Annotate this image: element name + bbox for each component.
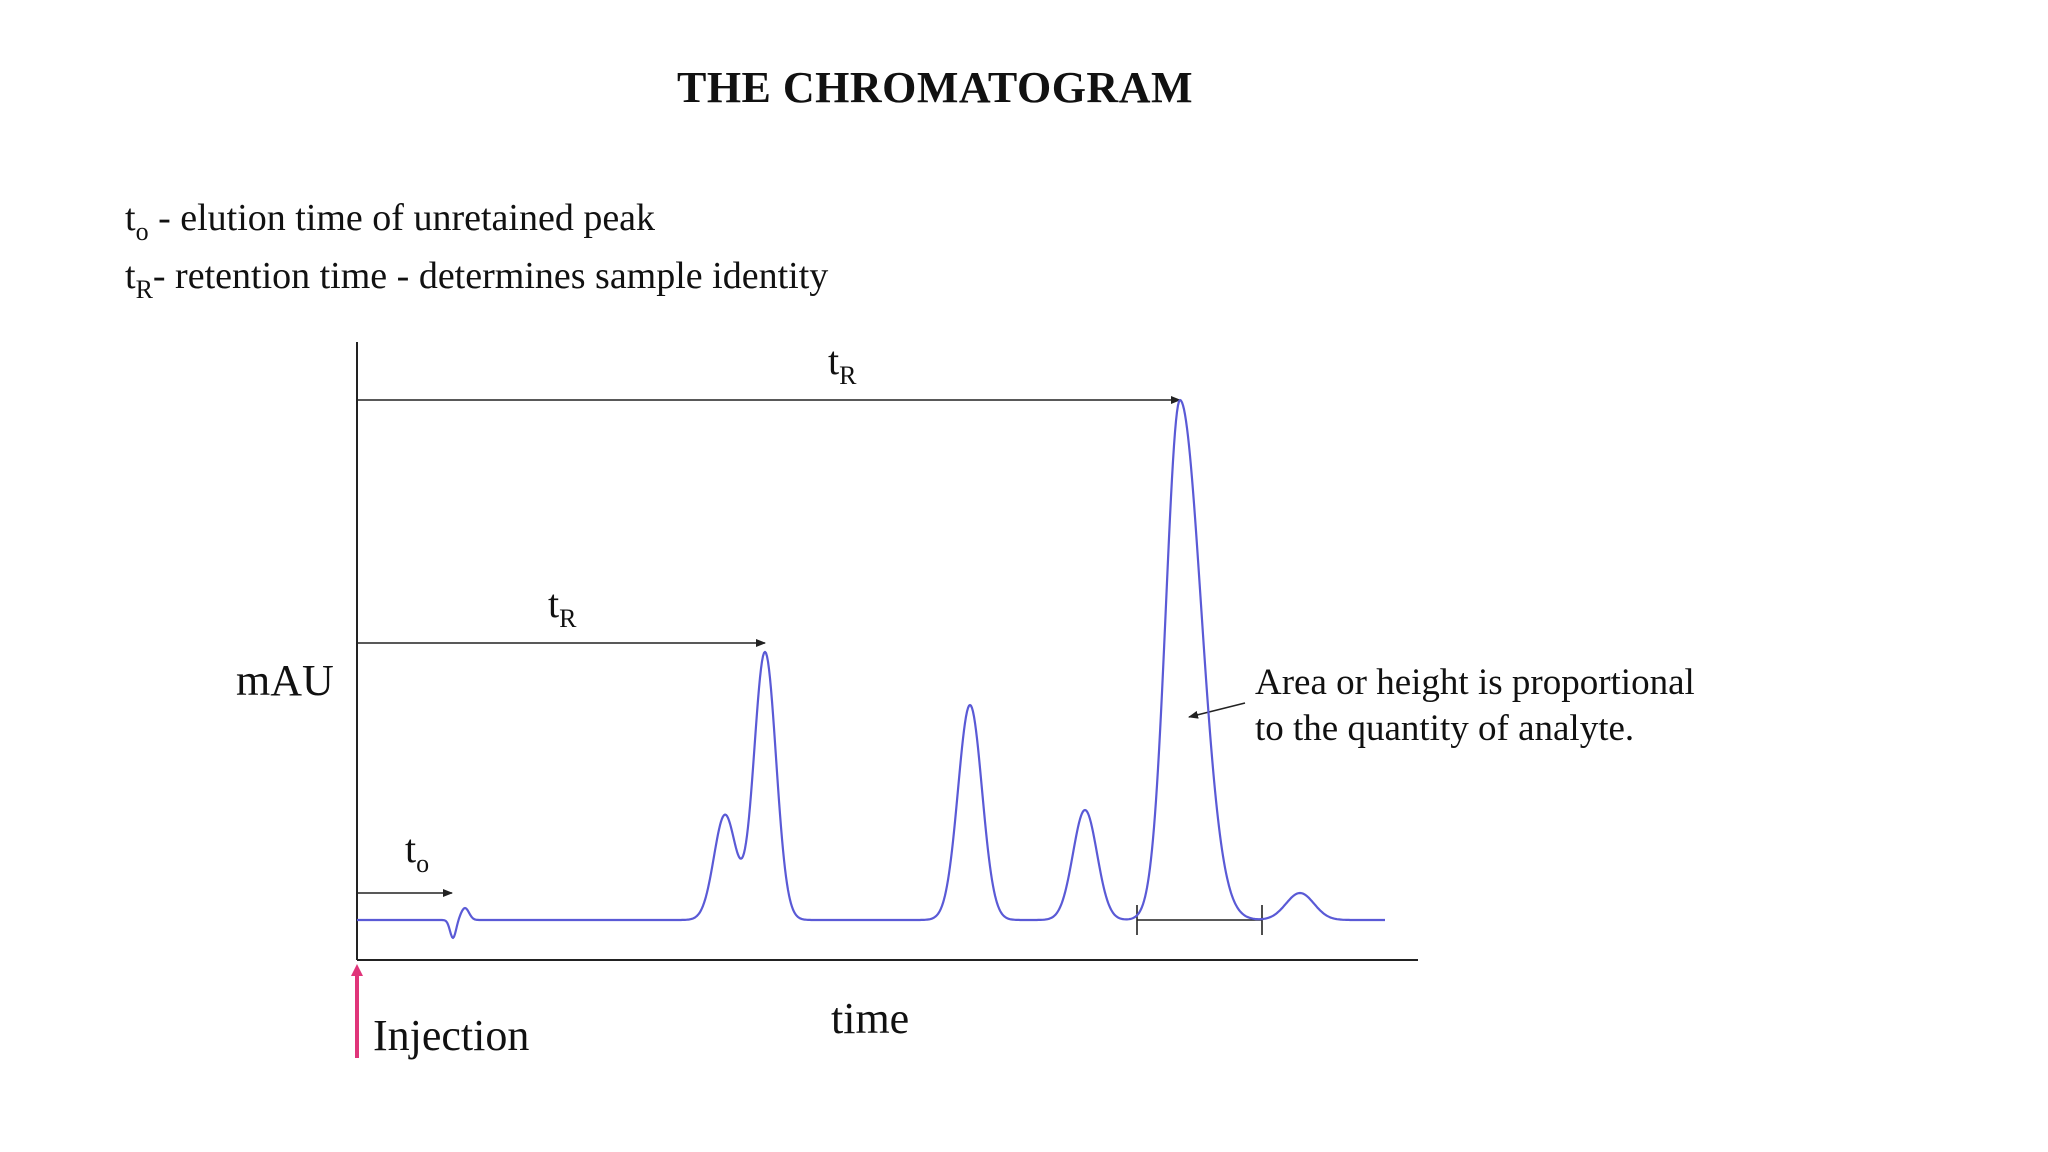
injection-label: Injection bbox=[373, 1011, 530, 1060]
t0-label: to bbox=[405, 825, 429, 879]
tR-short-label: tR bbox=[548, 580, 576, 634]
y-axis-label: mAU bbox=[236, 656, 334, 705]
chromatogram-trace bbox=[356, 398, 1386, 939]
definition-tR-text: - retention time - determines sample ide… bbox=[152, 255, 829, 297]
x-axis-label: time bbox=[831, 994, 910, 1043]
definition-tR: tR- retention time - determines sample i… bbox=[125, 254, 828, 305]
tR-long-symbol: t bbox=[828, 338, 840, 383]
definition-tR-symbol: t bbox=[125, 255, 136, 297]
annotation-line-1: Area or height is proportional bbox=[1255, 662, 1695, 703]
page-title: THE CHROMATOGRAM bbox=[676, 63, 1194, 112]
tR-short-subscript: R bbox=[559, 604, 577, 633]
definition-tR-subscript: R bbox=[135, 275, 153, 304]
annotation-pointer-arrow bbox=[1188, 702, 1246, 719]
definition-t0-subscript: o bbox=[135, 217, 149, 246]
annotation-text: Area or height is proportional to the qu… bbox=[1255, 660, 1695, 752]
annotation-line-2: to the quantity of analyte. bbox=[1255, 708, 1635, 749]
t0-subscript: o bbox=[416, 849, 430, 878]
t0-symbol: t bbox=[405, 826, 417, 871]
definition-t0: to - elution time of unretained peak bbox=[125, 196, 655, 247]
tR-short-symbol: t bbox=[548, 581, 560, 626]
tR-long-label: tR bbox=[828, 337, 856, 391]
injection-arrowhead bbox=[351, 964, 363, 976]
tR-long-subscript: R bbox=[839, 361, 857, 390]
definition-t0-symbol: t bbox=[125, 197, 136, 239]
definition-t0-text: - elution time of unretained peak bbox=[148, 197, 656, 239]
